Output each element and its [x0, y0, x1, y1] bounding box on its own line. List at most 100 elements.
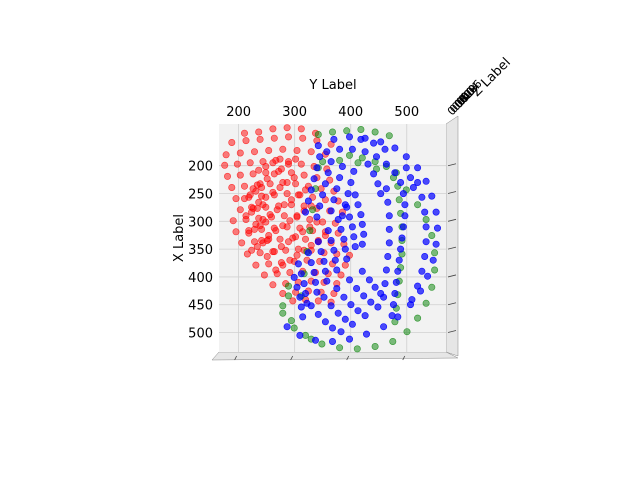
scatter-point-series-1	[284, 133, 292, 141]
scatter-point-series-3	[374, 180, 382, 188]
scatter-point-series-3	[304, 197, 312, 205]
scatter-point-series-2	[431, 249, 439, 257]
scatter-point-series-1	[294, 245, 302, 253]
scatter-point-series-3	[408, 296, 416, 304]
scatter-point-series-3	[402, 164, 410, 172]
scatter-point-series-1	[251, 225, 259, 233]
scatter-point-series-1	[222, 151, 230, 159]
scatter-point-series-3	[307, 302, 315, 310]
scatter-point-series-3	[432, 240, 440, 248]
scatter-point-series-3	[324, 169, 332, 177]
scatter-point-series-2	[371, 342, 379, 350]
scatter-point-series-2	[354, 159, 362, 167]
scatter-point-series-3	[365, 276, 373, 284]
scatter-point-series-1	[276, 184, 284, 192]
right-tick-mark	[447, 191, 457, 194]
scatter-point-series-3	[364, 160, 372, 168]
scatter-point-series-1	[270, 170, 278, 178]
scatter-point-series-3	[320, 257, 328, 265]
scatter-point-series-3	[330, 246, 338, 254]
scatter-point-series-3	[333, 185, 341, 193]
scatter-point-series-2	[371, 128, 379, 136]
scatter-point-series-3	[314, 310, 322, 318]
scatter-point-series-1	[279, 222, 287, 230]
scatter-point-series-2	[414, 201, 422, 209]
scatter-point-series-3	[300, 280, 308, 288]
scatter-point-series-1	[293, 251, 301, 259]
scatter-point-series-3	[432, 208, 440, 216]
scatter-point-series-1	[284, 238, 292, 246]
scatter-point-series-3	[320, 293, 328, 301]
scatter-point-series-1	[253, 204, 261, 212]
scatter-point-series-3	[314, 238, 322, 246]
scatter-point-series-1	[280, 212, 288, 220]
scatter-point-series-1	[236, 206, 244, 214]
scatter-point-series-2	[389, 337, 397, 345]
scatter-point-series-1	[248, 208, 256, 216]
scatter-point-series-3	[357, 211, 365, 219]
scatter-point-series-3	[310, 175, 318, 183]
scatter-point-series-3	[380, 323, 388, 331]
scatter-point-series-3	[428, 192, 436, 200]
scatter-point-series-1	[262, 169, 270, 177]
scatter-point-series-2	[287, 317, 295, 325]
scatter-point-series-1	[252, 187, 260, 195]
scatter-point-series-3	[328, 337, 336, 345]
scatter-point-series-1	[294, 191, 302, 199]
scatter-point-series-3	[361, 148, 369, 156]
right-tick-mark	[447, 163, 457, 167]
scatter-point-series-1	[224, 172, 232, 180]
scatter-point-series-3	[377, 138, 385, 146]
scatter-point-series-1	[249, 170, 257, 178]
scatter-point-series-3	[372, 153, 380, 161]
scatter-point-series-3	[421, 253, 429, 261]
scatter-point-series-3	[357, 135, 365, 143]
scatter-point-series-3	[399, 223, 407, 231]
scatter-point-series-3	[316, 153, 324, 161]
x-tick-label: 350	[188, 243, 213, 258]
x-tick-label: 500	[188, 327, 213, 342]
scatter-point-series-3	[397, 179, 405, 187]
scatter-point-series-1	[263, 175, 271, 183]
scatter-point-series-2	[328, 128, 336, 136]
scatter-point-series-3	[344, 190, 352, 198]
scatter-point-series-1	[265, 235, 273, 243]
scatter-point-series-1	[283, 179, 291, 187]
scatter-point-series-3	[402, 153, 410, 161]
scatter-point-series-1	[265, 260, 273, 268]
scatter-point-series-3	[301, 289, 309, 297]
right-tick-mark	[447, 302, 457, 306]
y-tick-label: 400	[338, 105, 363, 120]
scatter-point-series-1	[229, 217, 237, 225]
scatter-point-series-1	[283, 124, 291, 132]
scatter-point-series-2	[353, 345, 361, 353]
scatter-point-series-1	[228, 139, 236, 147]
scatter-point-series-1	[228, 184, 236, 192]
scatter-point-series-1	[314, 297, 322, 305]
scatter-point-series-1	[293, 212, 301, 220]
scatter-point-series-3	[321, 267, 329, 275]
scatter-point-series-1	[306, 216, 314, 224]
scatter-point-series-1	[272, 266, 280, 274]
scatter-point-series-1	[273, 206, 281, 214]
scatter-point-series-3	[321, 180, 329, 188]
scatter-point-series-3	[311, 278, 319, 286]
scatter-point-series-3	[422, 238, 430, 246]
scatter-point-series-3	[350, 233, 358, 241]
scatter-point-series-3	[360, 292, 368, 300]
scatter-point-series-1	[277, 165, 285, 173]
x-tick-label: 250	[188, 188, 213, 203]
scatter-point-series-1	[299, 134, 307, 142]
scatter-point-series-1	[245, 229, 253, 237]
scatter-point-series-3	[341, 245, 349, 253]
scatter-point-series-1	[265, 147, 273, 155]
scatter-point-series-1	[238, 239, 246, 247]
scatter-point-series-2	[358, 154, 366, 162]
scatter-point-series-3	[336, 174, 344, 182]
scatter-point-series-3	[348, 320, 356, 328]
scatter-point-series-1	[221, 161, 229, 169]
scatter-point-series-3	[337, 328, 345, 336]
scatter-point-series-3	[353, 284, 361, 292]
scatter-point-series-3	[319, 191, 327, 199]
scatter-point-series-1	[253, 243, 261, 251]
